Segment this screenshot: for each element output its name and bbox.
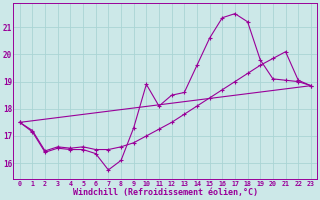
X-axis label: Windchill (Refroidissement éolien,°C): Windchill (Refroidissement éolien,°C) [73, 188, 258, 197]
